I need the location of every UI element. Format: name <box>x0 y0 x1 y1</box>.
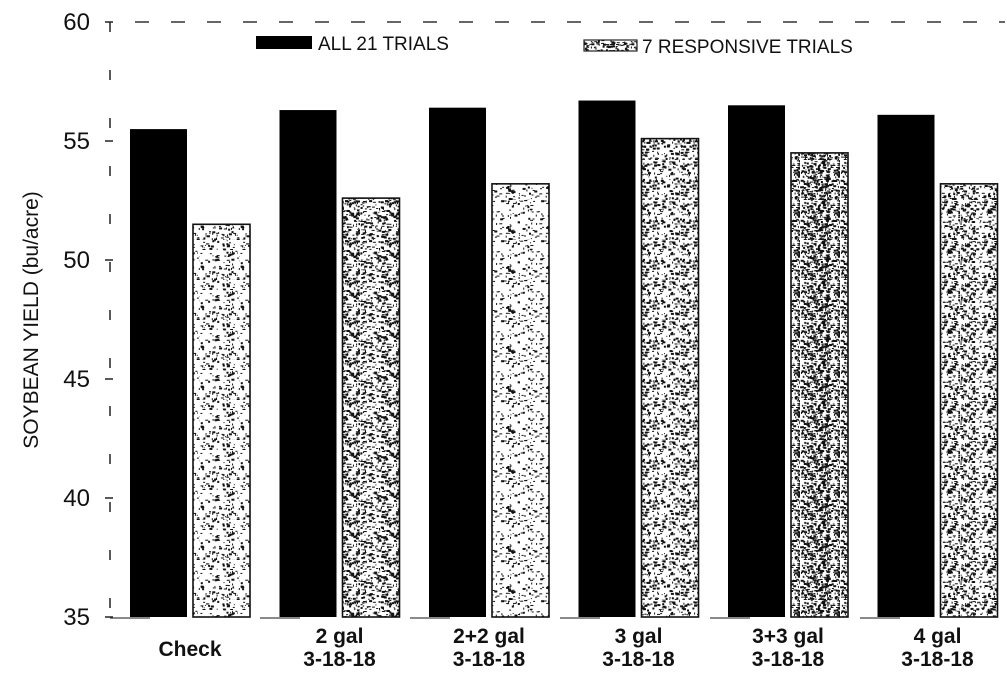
bar-responsive-trials <box>491 183 550 618</box>
bar-responsive-trials <box>790 152 849 618</box>
bar-group <box>279 110 401 618</box>
legend-swatch-responsive-trials <box>583 39 638 52</box>
y-tick-label: 55 <box>63 128 90 155</box>
category-sublabel: 3-18-18 <box>901 648 974 669</box>
bar-all-trials <box>728 105 785 618</box>
bar-responsive-trials <box>640 137 700 618</box>
legend: ALL 21 TRIALS 7 RESPONSIVE TRIALS <box>256 34 853 58</box>
category-label: 2 gal <box>316 625 364 648</box>
category-label: 3+3 gal <box>752 625 824 648</box>
bar-group <box>578 100 700 618</box>
legend-swatch-all-trials <box>256 36 312 49</box>
category-label: 3 gal <box>615 625 663 648</box>
bar-responsive-trials <box>192 223 251 618</box>
y-axis-label: SOYBEAN YIELD (bu/acre) <box>20 191 43 449</box>
bar-all-trials <box>279 110 337 617</box>
category-sublabel: 3-18-18 <box>303 648 376 669</box>
category-sublabel: 3-18-18 <box>752 648 825 669</box>
category-label: 2+2 gal <box>453 625 525 648</box>
bars <box>130 100 999 618</box>
y-tick-label: 35 <box>63 604 90 631</box>
category-sublabel: 3-18-18 <box>602 648 675 669</box>
bar-group <box>728 105 849 618</box>
y-tick-label: 60 <box>63 9 90 36</box>
bar-responsive-trials <box>939 183 999 618</box>
legend-label-responsive-trials: 7 RESPONSIVE TRIALS <box>642 37 853 58</box>
bar-group <box>130 129 251 618</box>
bar-all-trials <box>578 100 636 618</box>
bar-all-trials <box>429 107 486 618</box>
bar-all-trials <box>877 114 935 617</box>
y-axis: 35 40 45 50 55 60 <box>63 9 1005 631</box>
y-tick-label: 50 <box>63 247 90 274</box>
y-tick-label: 45 <box>63 366 90 393</box>
bar-responsive-trials <box>341 197 401 618</box>
bar-all-trials <box>130 129 187 617</box>
bar-group <box>429 107 550 618</box>
legend-label-all-trials: ALL 21 TRIALS <box>318 34 449 55</box>
y-tick-label: 40 <box>63 485 90 512</box>
category-label: Check <box>158 638 221 661</box>
category-label: 4 gal <box>914 625 962 648</box>
category-sublabel: 3-18-18 <box>453 648 526 669</box>
bar-group <box>877 114 999 618</box>
